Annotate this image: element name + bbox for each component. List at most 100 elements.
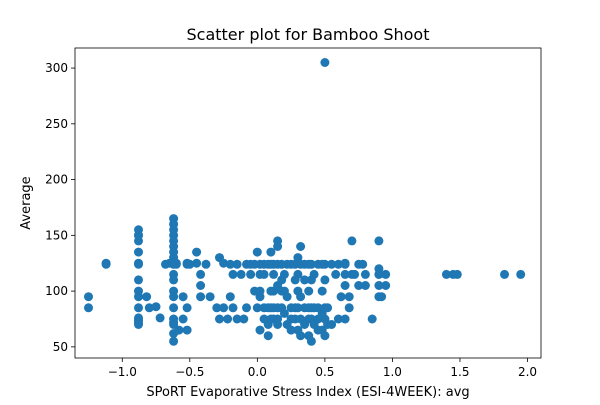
scatter-point <box>296 242 306 251</box>
scatter-point <box>360 269 370 279</box>
scatter-point <box>101 259 111 269</box>
scatter-point <box>182 325 192 335</box>
y-tick-label: 100 <box>45 284 68 298</box>
scatter-point <box>134 259 143 269</box>
scatter-point <box>452 269 462 279</box>
x-tick-label: 0.0 <box>248 365 267 379</box>
scatter-point <box>320 259 330 269</box>
chart-title: Scatter plot for Bamboo Shoot <box>187 25 430 44</box>
scatter-point <box>269 269 279 279</box>
y-tick-label: 300 <box>45 61 68 75</box>
scatter-point <box>252 303 262 313</box>
x-tick-label: 2.0 <box>518 365 537 379</box>
scatter-point <box>304 286 314 296</box>
scatter-point <box>134 230 143 240</box>
scatter-point <box>201 259 211 269</box>
scatter-point <box>134 275 143 285</box>
scatter-point <box>441 269 451 279</box>
scatter-point <box>273 320 283 329</box>
plot-frame <box>74 47 542 359</box>
scatter-point <box>215 314 224 324</box>
scatter-point <box>279 269 289 279</box>
scatter-point <box>192 258 202 268</box>
scatter-point <box>374 236 384 246</box>
scatter-point <box>293 269 303 279</box>
x-tick-label: −0.5 <box>175 365 204 379</box>
y-tick-label: 50 <box>53 340 68 354</box>
scatter-point <box>134 292 143 302</box>
scatter-point <box>259 269 269 279</box>
scatter-point <box>212 303 222 313</box>
scatter-point <box>381 269 391 279</box>
scatter-point <box>196 269 206 279</box>
scatter-point <box>358 259 368 269</box>
scatter-point <box>239 314 249 324</box>
scatter-point <box>242 303 251 313</box>
scatter-point <box>500 269 509 279</box>
scatter-point <box>340 259 350 269</box>
scatter-point <box>225 292 235 302</box>
scatter-point <box>293 303 303 313</box>
scatter-point <box>169 292 179 302</box>
scatter-point <box>134 247 143 257</box>
scatter-point <box>196 281 206 290</box>
scatter-point <box>246 269 256 279</box>
scatter-point <box>516 269 526 279</box>
scatter-point <box>196 292 206 302</box>
scatter-point <box>178 314 188 324</box>
scatter-point <box>344 292 354 302</box>
scatter-point <box>296 331 306 341</box>
scatter-point <box>340 314 350 324</box>
y-tick-label: 150 <box>45 228 68 242</box>
scatter-point <box>134 320 143 329</box>
scatter-point <box>84 303 93 313</box>
scatter-point <box>340 281 350 290</box>
scatter-point <box>252 247 262 257</box>
scatter-point <box>223 314 233 324</box>
scatter-point <box>286 325 296 335</box>
scatter-point <box>340 269 350 279</box>
scatter-point <box>320 331 330 341</box>
scatter-point <box>344 303 354 313</box>
x-tick-label: 1.0 <box>383 365 402 379</box>
scatter-point <box>381 281 391 290</box>
scatter-point <box>296 292 306 302</box>
scatter-point <box>144 303 154 313</box>
y-axis-ticks: 50 100 150 200 250 300 <box>45 61 75 354</box>
x-tick-label: 0.5 <box>315 365 334 379</box>
scatter-point <box>323 303 333 313</box>
scatter-point <box>306 336 316 346</box>
scatter-point <box>84 292 93 302</box>
scatter-point <box>205 292 215 302</box>
x-axis-ticks: −1.0 −0.5 0.0 0.5 1.0 1.5 2.0 <box>108 358 537 379</box>
scatter-point <box>171 259 181 269</box>
scatter-point <box>282 292 292 302</box>
scatter-point <box>374 281 384 290</box>
scatter-point <box>228 269 238 279</box>
scatter-point <box>255 292 265 302</box>
scatter-point <box>142 292 152 302</box>
scatter-point <box>185 259 195 269</box>
scatter-point <box>309 269 319 279</box>
scatter-point <box>225 259 235 269</box>
scatter-point <box>255 325 265 335</box>
scatter-point <box>169 303 179 313</box>
scatter-point <box>333 259 343 269</box>
scatter-point <box>320 58 330 67</box>
scatter-point <box>228 303 238 313</box>
scatter-point <box>266 247 276 257</box>
scatter-point <box>134 303 143 313</box>
y-axis-label: Average <box>19 176 34 229</box>
scatter-point <box>360 281 370 290</box>
scatter-point <box>169 275 179 285</box>
scatter-point <box>263 331 273 341</box>
x-tick-label: 1.5 <box>450 365 469 379</box>
scatter-point <box>336 292 346 302</box>
points-layer <box>84 58 526 346</box>
scatter-point <box>279 308 289 318</box>
scatter-point <box>169 320 179 329</box>
scatter-point <box>350 269 360 279</box>
x-tick-label: −1.0 <box>108 365 137 379</box>
y-tick-label: 250 <box>45 117 68 131</box>
